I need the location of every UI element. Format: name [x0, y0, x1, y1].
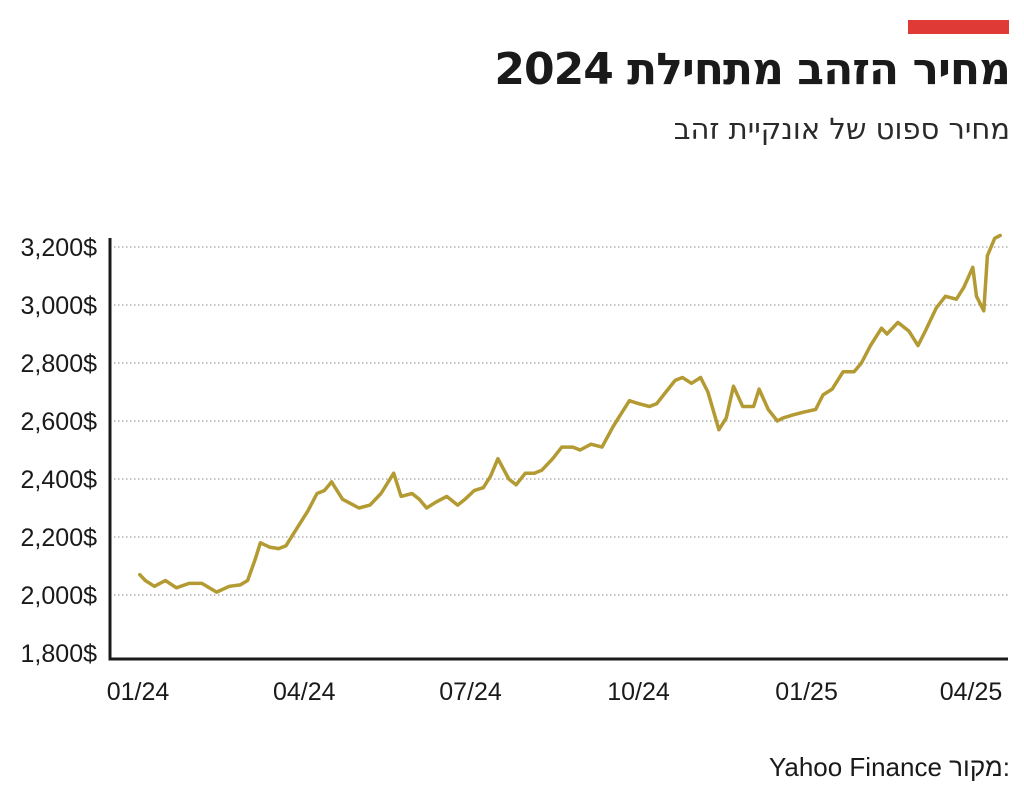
- y-tick-label: 2,600$: [21, 408, 98, 436]
- gold-price-line: [138, 233, 1002, 594]
- y-tick-label: 2,000$: [21, 582, 98, 610]
- x-axis-ticks: 01/24 04/24 07/24 10/24 01/25 04/25: [107, 678, 1003, 706]
- x-tick-label: 04/24: [273, 678, 336, 706]
- accent-bar: [908, 20, 1009, 34]
- y-tick-label: 3,200$: [21, 234, 98, 262]
- y-tick-label: 2,400$: [21, 466, 98, 494]
- y-axis-ticks: 1,800$ 2,000$ 2,200$ 2,400$ 2,600$ 2,800$ 3,00…: [21, 234, 98, 668]
- x-tick-label: 01/24: [107, 678, 170, 706]
- source-name: Yahoo Finance: [768, 752, 942, 782]
- x-tick-label: 07/24: [439, 678, 502, 706]
- chart-title: מחיר הזהב מתחילת 2024: [494, 44, 1011, 95]
- y-tick-label: 2,800$: [21, 350, 98, 378]
- x-tick-label: 01/25: [775, 678, 838, 706]
- source-note: Yahoo Finance מקור:: [769, 752, 1010, 783]
- y-tick-label: 1,800$: [21, 640, 98, 668]
- x-tick-label: 10/24: [607, 678, 670, 706]
- x-tick-label: 04/25: [940, 678, 1003, 706]
- source-label: מקור:: [949, 752, 1010, 782]
- gridlines: [110, 246, 1008, 596]
- series-layer: [138, 233, 1002, 594]
- y-tick-label: 2,200$: [21, 524, 98, 552]
- y-tick-label: 3,000$: [21, 292, 98, 320]
- chart-subtitle: מחיר ספוט של אונקיית זהב: [673, 112, 1010, 146]
